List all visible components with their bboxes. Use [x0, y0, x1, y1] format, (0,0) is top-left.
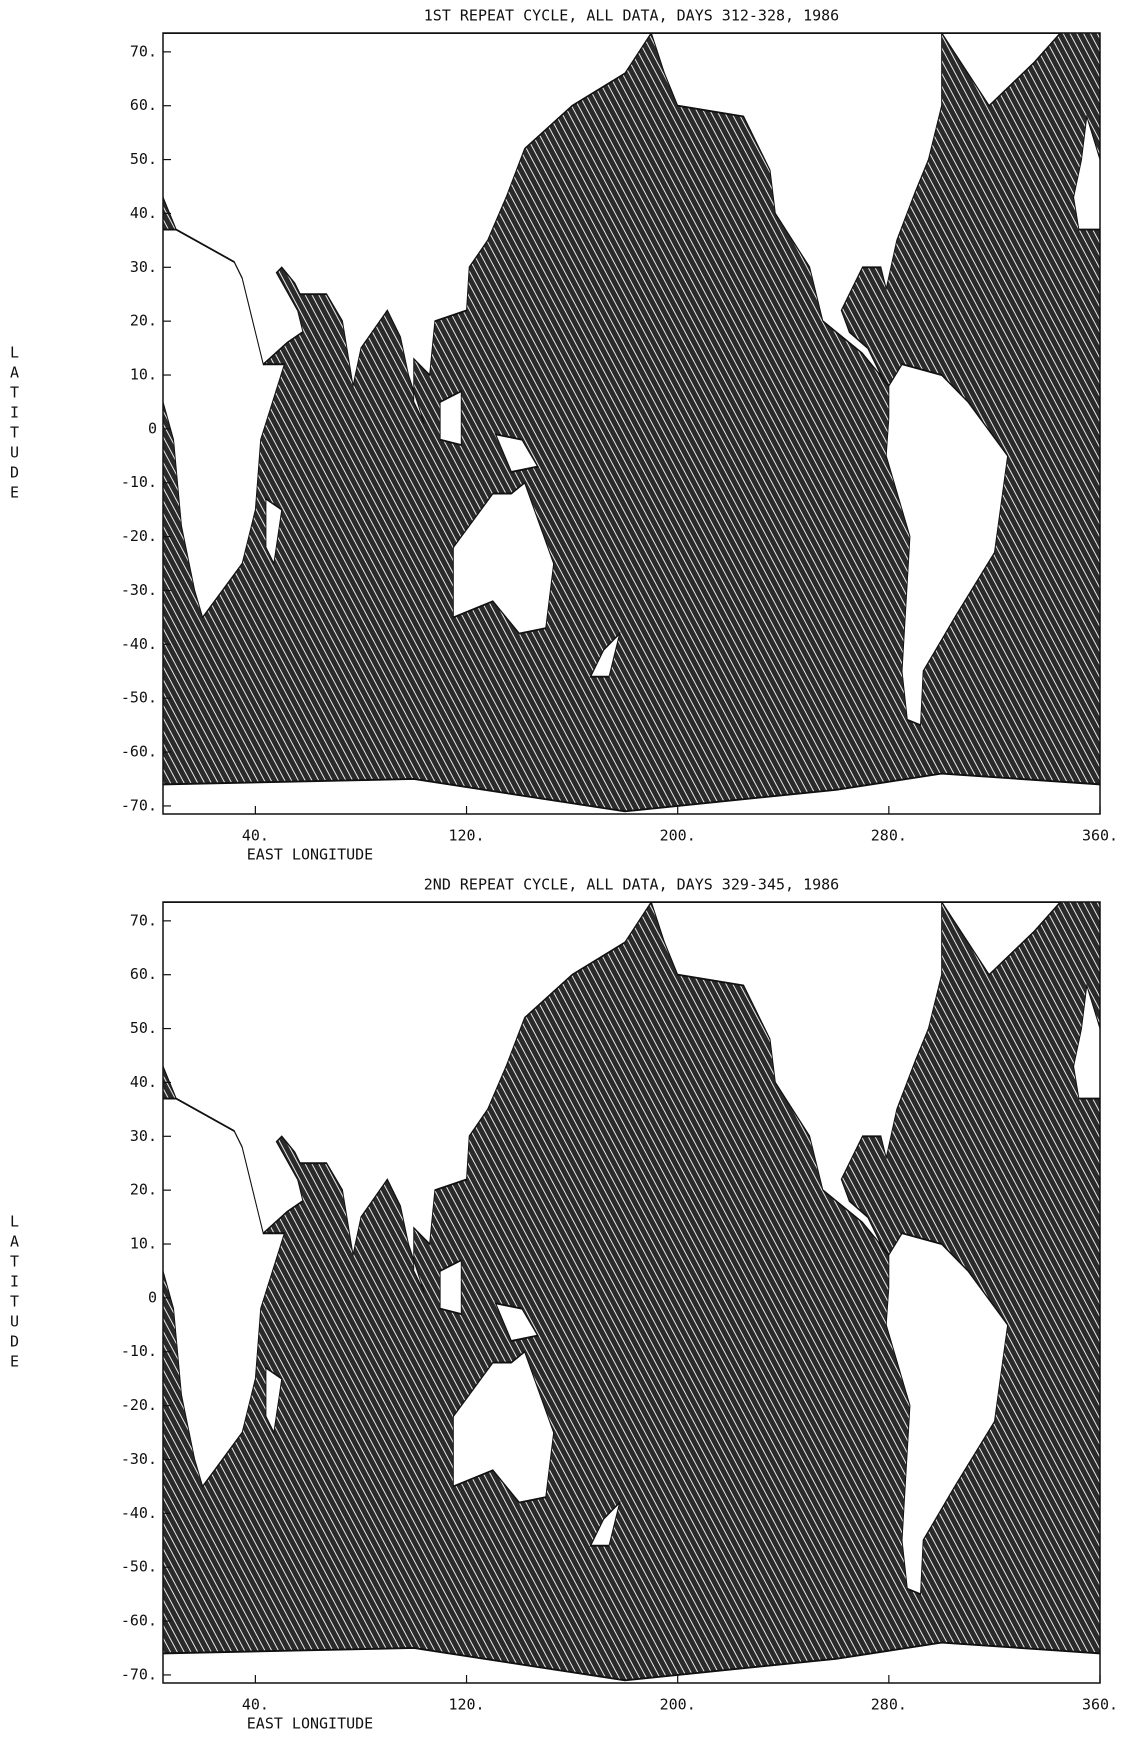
x-tick-label: 200. — [660, 1696, 696, 1714]
y-tick-label: 60. — [130, 96, 157, 114]
x-tick-label: 200. — [660, 827, 696, 845]
y-tick-label: -30. — [121, 1450, 157, 1468]
y-tick-label: -20. — [121, 527, 157, 545]
y-tick-label: 0 — [148, 1288, 157, 1306]
y-tick-label: -40. — [121, 635, 157, 653]
y-tick-label: 20. — [130, 1181, 157, 1199]
x-tick-label: 280. — [871, 1696, 907, 1714]
plot-frame — [162, 32, 1101, 815]
y-tick-label: 50. — [130, 1019, 157, 1037]
x-tick-label: 280. — [871, 827, 907, 845]
y-tick-label: 60. — [130, 965, 157, 983]
y-axis-label: LATITUDE — [6, 1213, 24, 1373]
y-tick-label: -70. — [121, 1665, 157, 1683]
y-tick-label: -40. — [121, 1504, 157, 1522]
x-tick-label: 120. — [448, 1696, 484, 1714]
x-axis-label: EAST LONGITUDE — [247, 846, 373, 864]
x-tick-label: 40. — [242, 827, 269, 845]
panels: 1ST REPEAT CYCLE, ALL DATA, DAYS 312-328… — [6, 7, 1119, 1733]
y-tick-label: -50. — [121, 689, 157, 707]
x-tick-label: 40. — [242, 1696, 269, 1714]
y-tick-label: 30. — [130, 258, 157, 276]
y-tick-label: -10. — [121, 1342, 157, 1360]
map-panel: 2ND REPEAT CYCLE, ALL DATA, DAYS 329-345… — [6, 876, 1119, 1733]
y-tick-label: 40. — [130, 1073, 157, 1091]
x-tick-label: 120. — [448, 827, 484, 845]
x-axis-label: EAST LONGITUDE — [247, 1715, 373, 1733]
y-axis-label: LATITUDE — [6, 344, 24, 504]
x-tick-label: 360. — [1082, 1696, 1118, 1714]
y-tick-label: -20. — [121, 1396, 157, 1414]
y-tick-label: 10. — [130, 366, 157, 384]
y-tick-label: 10. — [130, 1235, 157, 1253]
y-tick-label: 70. — [130, 42, 157, 60]
y-tick-label: 0 — [148, 419, 157, 437]
y-tick-label: -60. — [121, 743, 157, 761]
y-tick-label: -50. — [121, 1558, 157, 1576]
y-tick-label: -10. — [121, 473, 157, 491]
y-tick-label: 30. — [130, 1127, 157, 1145]
y-tick-label: 70. — [130, 911, 157, 929]
plot-frame — [162, 901, 1101, 1684]
y-tick-label: -60. — [121, 1612, 157, 1630]
y-tick-label: -70. — [121, 796, 157, 814]
y-tick-label: 20. — [130, 312, 157, 330]
y-tick-label: 40. — [130, 204, 157, 222]
y-tick-label: 50. — [130, 150, 157, 168]
panel-title: 1ST REPEAT CYCLE, ALL DATA, DAYS 312-328… — [424, 7, 839, 25]
y-tick-label: -30. — [121, 581, 157, 599]
x-tick-label: 360. — [1082, 827, 1118, 845]
map-panel: 1ST REPEAT CYCLE, ALL DATA, DAYS 312-328… — [6, 7, 1119, 864]
panel-title: 2ND REPEAT CYCLE, ALL DATA, DAYS 329-345… — [424, 876, 839, 894]
